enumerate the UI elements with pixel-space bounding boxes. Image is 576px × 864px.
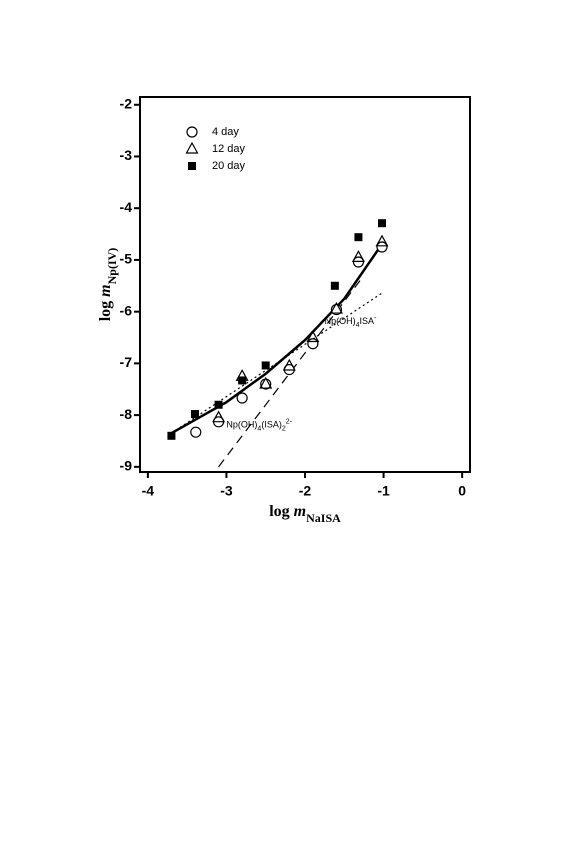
annotation: Np(OH)4ISA- [325,315,377,329]
annotation-part: Np(OH) [325,316,356,326]
legend-label: 20 day [212,160,246,172]
marker [306,330,320,343]
ylabel: log mNp(IV) [97,248,119,322]
marker [378,219,386,228]
axis-label-part: Np(IV) [105,248,119,285]
axis-label-part: log [269,503,293,520]
marker [190,426,202,438]
marker [352,256,365,268]
marker [351,250,365,262]
annotation-part: Np(OH) [226,420,257,430]
annotation-part: - [374,315,377,322]
y-tick-label: -8 [120,406,133,422]
marker [186,126,198,138]
y-tick-label: -7 [120,354,133,370]
x-tick-label: -3 [220,483,233,499]
marker [185,141,199,154]
y-tick-label: -3 [120,147,133,163]
marker [354,233,363,242]
y-tick-label: -6 [120,302,133,318]
marker [329,301,343,314]
y-tick-label: -5 [120,251,133,267]
y-tick-label: -4 [120,199,133,215]
axis-label-part: m [294,503,306,520]
annotation-part: 4 [257,426,261,433]
marker [261,361,270,370]
marker [191,410,199,419]
annotation-part: ISA [360,316,375,326]
marker [330,281,339,290]
marker [282,358,296,371]
x-tick-label: 0 [458,483,466,499]
y-tick-label: -2 [120,95,133,111]
annotation-part: 4 [356,322,360,329]
marker [167,431,176,440]
annotation-part: (ISA) [261,420,282,430]
annotation-part: 2 [282,426,286,433]
annotation: Np(OH)4(ISA)22- [226,419,292,433]
axis-label-part: m [97,284,114,296]
axis-label-part: log [97,297,114,321]
marker [214,400,223,409]
x-tick-label: -4 [142,483,155,499]
legend-label: 12 day [212,143,246,155]
x-tick-label: -1 [377,483,390,499]
marker [375,234,389,247]
marker [238,376,247,385]
marker [376,241,388,253]
annotation-part: 2- [286,419,293,426]
marker [212,410,226,423]
fit-line [170,241,385,435]
fit-line [218,280,361,468]
axis-label-part: NaISA [306,511,341,525]
xlabel: log mNaISA [269,503,341,525]
marker [259,376,273,389]
legend-label: 4 day [212,126,239,138]
marker [307,338,319,350]
marker [188,162,196,170]
y-tick-label: -9 [120,458,133,474]
x-tick-label: -2 [299,483,312,499]
marker [236,392,248,404]
